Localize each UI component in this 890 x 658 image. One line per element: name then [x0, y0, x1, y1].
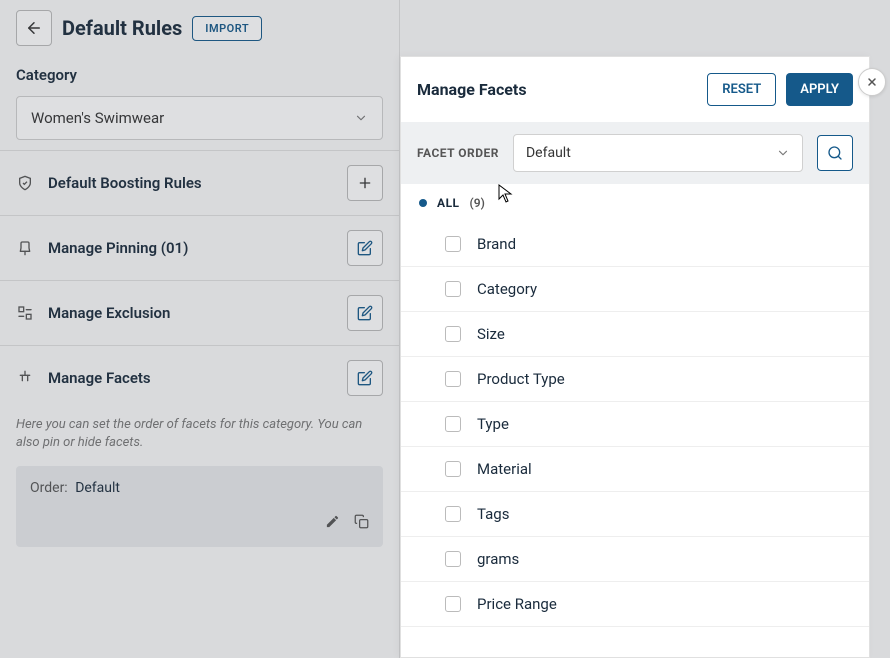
card-edit-button[interactable] — [325, 514, 340, 533]
facet-name: Product Type — [477, 370, 565, 388]
facet-item[interactable]: Product Type — [401, 357, 869, 402]
facet-order-label: FACET ORDER — [417, 146, 499, 160]
pinning-title: Manage Pinning (01) — [48, 239, 188, 257]
facet-checkbox[interactable] — [445, 371, 461, 387]
facet-name: grams — [477, 550, 519, 568]
facet-name: Price Range — [477, 595, 557, 613]
facet-item[interactable]: Size — [401, 312, 869, 357]
facet-checkbox[interactable] — [445, 416, 461, 432]
close-panel-button[interactable] — [858, 68, 886, 96]
panel-title: Manage Facets — [417, 80, 527, 99]
pin-icon — [17, 240, 33, 256]
facet-item[interactable]: Type — [401, 402, 869, 447]
back-button[interactable] — [16, 10, 52, 46]
edit-icon — [357, 370, 373, 386]
order-card: Order: Default — [16, 466, 383, 547]
row-facets: Manage Facets — [0, 346, 399, 410]
pencil-icon — [325, 514, 340, 529]
facet-checkbox[interactable] — [445, 326, 461, 342]
chevron-down-icon — [354, 111, 368, 125]
exclusion-title: Manage Exclusion — [48, 304, 170, 322]
order-value: Default — [75, 480, 120, 496]
chevron-down-icon — [776, 146, 790, 160]
manage-facets-panel: Manage Facets RESET APPLY FACET ORDER De… — [400, 56, 870, 658]
all-label: ALL — [437, 196, 460, 210]
dot-icon — [419, 199, 427, 207]
shield-icon — [17, 175, 33, 191]
edit-pinning-button[interactable] — [347, 230, 383, 266]
plus-icon — [357, 175, 373, 191]
category-selected: Women's Swimwear — [31, 109, 164, 127]
edit-icon — [357, 305, 373, 321]
panel-header: Manage Facets RESET APPLY — [401, 57, 869, 122]
facet-checkbox[interactable] — [445, 551, 461, 567]
apply-button[interactable]: APPLY — [786, 73, 853, 106]
category-section: Category Women's Swimwear — [0, 56, 399, 150]
page-header: Default Rules IMPORT — [0, 0, 399, 56]
import-button[interactable]: IMPORT — [192, 16, 262, 41]
facet-checkbox[interactable] — [445, 281, 461, 297]
left-panel: Default Rules IMPORT Category Women's Sw… — [0, 0, 400, 658]
close-icon — [866, 76, 878, 88]
arrow-left-icon — [25, 19, 43, 37]
facets-description: Here you can set the order of facets for… — [0, 410, 399, 466]
facet-order-value: Default — [526, 145, 571, 161]
all-filter[interactable]: ALL (9) — [401, 184, 869, 222]
row-pinning: Manage Pinning (01) — [0, 216, 399, 280]
facet-name: Size — [477, 325, 505, 343]
facet-checkbox[interactable] — [445, 506, 461, 522]
facet-name: Brand — [477, 235, 516, 253]
facet-item[interactable]: Price Range — [401, 582, 869, 627]
facet-item[interactable]: Tags — [401, 492, 869, 537]
facet-order-select[interactable]: Default — [513, 134, 803, 172]
facet-order-row: FACET ORDER Default — [401, 122, 869, 184]
facets-title: Manage Facets — [48, 369, 151, 387]
category-dropdown[interactable]: Women's Swimwear — [16, 96, 383, 140]
facet-name: Category — [477, 280, 537, 298]
order-label: Order: — [30, 480, 68, 496]
copy-icon — [354, 514, 369, 529]
facet-item[interactable]: Brand — [401, 222, 869, 267]
facet-checkbox[interactable] — [445, 236, 461, 252]
row-boosting: Default Boosting Rules — [0, 151, 399, 215]
boosting-title: Default Boosting Rules — [48, 174, 202, 192]
reset-button[interactable]: RESET — [707, 73, 776, 106]
facet-name: Material — [477, 460, 532, 478]
facet-item[interactable]: Material — [401, 447, 869, 492]
exclusion-icon — [17, 305, 33, 321]
add-boosting-button[interactable] — [347, 165, 383, 201]
search-icon — [827, 145, 843, 161]
facets-icon — [17, 370, 33, 386]
page-title: Default Rules — [62, 16, 182, 40]
edit-facets-button[interactable] — [347, 360, 383, 396]
edit-icon — [357, 240, 373, 256]
facet-checkbox[interactable] — [445, 461, 461, 477]
category-label: Category — [16, 66, 383, 84]
facet-item[interactable]: Category — [401, 267, 869, 312]
row-exclusion: Manage Exclusion — [0, 281, 399, 345]
facet-name: Tags — [477, 505, 509, 523]
facet-name: Type — [477, 415, 509, 433]
facet-item[interactable]: grams — [401, 537, 869, 582]
card-copy-button[interactable] — [354, 514, 369, 533]
edit-exclusion-button[interactable] — [347, 295, 383, 331]
facet-checkbox[interactable] — [445, 596, 461, 612]
all-count: (9) — [470, 196, 485, 210]
facet-list: Brand Category Size Product Type Type Ma… — [401, 222, 869, 627]
search-button[interactable] — [817, 135, 853, 171]
